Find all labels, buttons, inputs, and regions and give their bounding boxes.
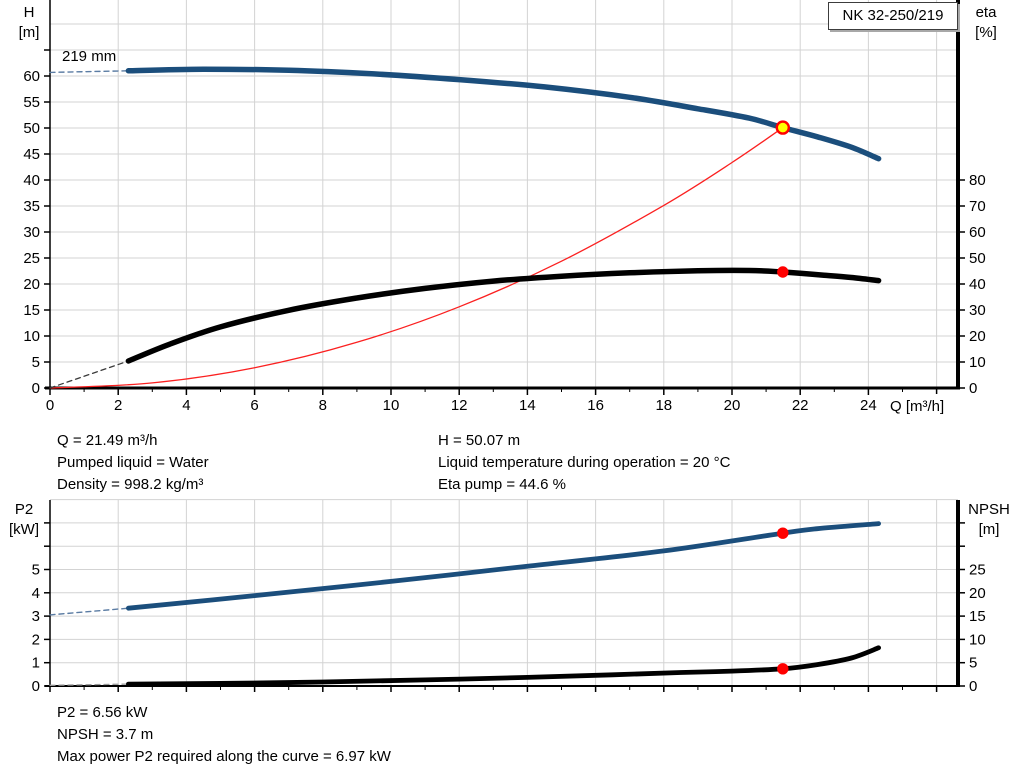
tick-label: 50 [969, 250, 986, 267]
tick-label: 40 [23, 172, 40, 189]
tick-label: 60 [969, 224, 986, 241]
series-npsh-curve-lead [49, 683, 130, 686]
tick-label: 18 [655, 397, 672, 414]
tick-label: 15 [23, 302, 40, 319]
impeller-diameter-label: 219 mm [62, 48, 117, 65]
tick-label: 24 [860, 397, 877, 414]
tick-label: 4 [182, 397, 190, 414]
tick-label: 20 [969, 328, 986, 345]
right-axis-title-eta: eta [%] [975, 4, 997, 41]
tick-label: 1 [32, 655, 40, 672]
right-axis-title-npsh: NPSH [m] [968, 501, 1010, 538]
series-head-curve-lead [49, 70, 130, 74]
readout-q: Q = 21.49 m³/h [57, 432, 158, 449]
x-axis-unit-label: Q [m³/h] [890, 398, 945, 415]
tick-labels: 0510152025303540455055600102030405060708… [23, 49, 986, 414]
tick-label: 0 [32, 380, 40, 397]
tick-label: 80 [969, 172, 986, 189]
tick-label: 6 [250, 397, 258, 414]
tick-label: 40 [969, 276, 986, 293]
tick-label: 10 [23, 328, 40, 345]
tick-label: 15 [969, 608, 986, 625]
pump-type-box: NK 32-250/219 [828, 2, 958, 30]
readout-h: H = 50.07 m [438, 432, 521, 449]
tick-labels: 0 1 2 3 4 5 0 5 10 15 20 25 [32, 522, 986, 695]
readout-liquid-temp: Liquid temperature during operation = 20… [438, 454, 731, 471]
tick-label: 20 [969, 585, 986, 602]
tick-label: 0 [969, 380, 977, 397]
tick-label: 3 [32, 608, 40, 625]
tick-label: 22 [792, 397, 809, 414]
tick-label: 5 [32, 562, 40, 579]
tick-label: 12 [451, 397, 468, 414]
p2-point [777, 527, 789, 539]
tick-label: 2 [32, 631, 40, 648]
tick-label: 35 [23, 198, 40, 215]
tick-label: 10 [969, 354, 986, 371]
tick-label: 70 [969, 198, 986, 215]
tick-label: 4 [32, 585, 40, 602]
tick-label: 0 [969, 678, 977, 695]
tick-label: 30 [969, 302, 986, 319]
readout-eta-pump: Eta pump = 44.6 % [438, 476, 566, 493]
series-system-curve [49, 126, 784, 389]
tick-label: 0 [32, 678, 40, 695]
readout-pumped-liquid: Pumped liquid = Water [57, 454, 209, 471]
tick-label: 55 [23, 94, 40, 111]
series-eta-curve [125, 267, 882, 364]
tick-label: 45 [23, 146, 40, 163]
npsh-point [777, 663, 789, 675]
tick-label: 50 [23, 120, 40, 137]
p2-npsh-chart: 0 1 2 3 4 5 0 5 10 15 20 25 [32, 499, 986, 695]
readout-p2: P2 = 6.56 kW [57, 704, 148, 721]
duty-point[interactable] [775, 120, 790, 135]
series-npsh-curve [126, 645, 881, 687]
tick-label: 0 [46, 397, 54, 414]
series-p2-curve [126, 521, 881, 611]
left-axis-title-p2: P2 [kW] [9, 501, 39, 538]
tick-label: 30 [23, 224, 40, 241]
tick-label: 5 [969, 655, 977, 672]
eta-point [777, 266, 789, 278]
tick-label: 2 [114, 397, 122, 414]
series-head-curve [125, 66, 882, 162]
tick-label: 8 [319, 397, 327, 414]
tick-label: 25 [23, 250, 40, 267]
tick-label: 5 [32, 354, 40, 371]
tick-label: 25 [969, 562, 986, 579]
series-eta-curve-lead [49, 360, 130, 389]
tick-label: 20 [23, 276, 40, 293]
readout-density: Density = 998.2 kg/m³ [57, 476, 204, 493]
gridlines [50, 0, 958, 388]
tick-label: 14 [519, 397, 536, 414]
series-p2-curve-lead [49, 607, 130, 616]
readout-npsh: NPSH = 3.7 m [57, 726, 154, 743]
left-axis-title-h: H [m] [18, 4, 40, 41]
head-eta-chart: 0510152025303540455055600102030405060708… [23, 0, 986, 414]
tick-label: 10 [969, 631, 986, 648]
tick-label: 16 [587, 397, 604, 414]
tick-label: 60 [23, 68, 40, 85]
tick-label: 10 [383, 397, 400, 414]
readout-max-p2: Max power P2 required along the curve = … [57, 748, 391, 765]
tick-label: 20 [724, 397, 741, 414]
